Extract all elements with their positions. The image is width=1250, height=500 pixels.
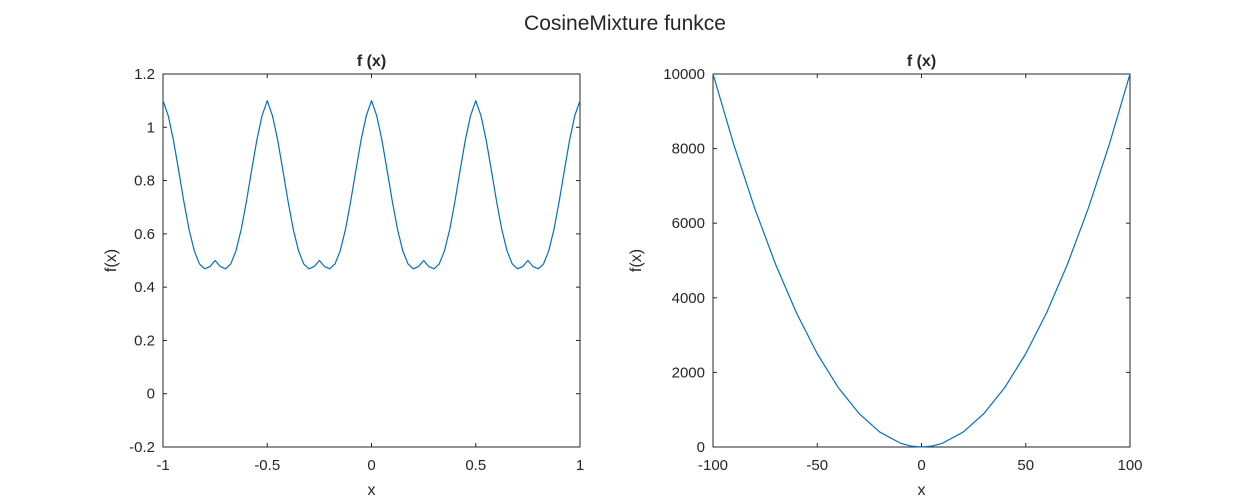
left-chart-title: f (x) [357,53,386,70]
left-series-line-0 [162,100,581,270]
left-xtick-label: -1 [156,457,169,474]
left-ytick-label: 0.2 [134,332,155,349]
right-x-axis-label: x [918,482,926,499]
left-ytick-label: 1.2 [134,66,155,83]
left-ytick-label: 0.6 [134,226,155,243]
right-ytick-label: 4000 [672,290,705,307]
left-xtick-label: 0.5 [465,457,486,474]
left-ytick-label: -0.2 [129,439,155,456]
right-ytick-label: 2000 [672,364,705,381]
left-ytick-label: 0.8 [134,173,155,190]
right-series-line-0 [712,73,1131,448]
right-y-axis-label: f(x) [628,249,645,272]
left-x-axis-label: x [368,482,376,499]
right-xtick-label: -50 [806,457,828,474]
left-xtick-label: -0.5 [254,457,280,474]
figure-title: CosineMixture funkce [524,12,726,35]
right-xtick-label: 100 [1117,457,1142,474]
left-xtick-label: 1 [576,457,584,474]
right-chart-title: f (x) [907,53,936,70]
right-xtick-label: 0 [917,457,925,474]
left-y-axis-label: f(x) [103,249,120,272]
left-xtick-label: 0 [367,457,375,474]
right-ytick-label: 8000 [672,141,705,158]
right-ytick-label: 6000 [672,215,705,232]
right-ytick-label: 0 [697,439,705,456]
right-axes-box [712,73,1131,448]
right-xtick-label: 50 [1017,457,1034,474]
left-ytick-label: 1 [147,119,155,136]
right-ytick-label: 10000 [663,66,705,83]
right-xtick-label: -100 [698,457,728,474]
left-ytick-label: 0 [147,386,155,403]
left-ytick-label: 0.4 [134,279,155,296]
